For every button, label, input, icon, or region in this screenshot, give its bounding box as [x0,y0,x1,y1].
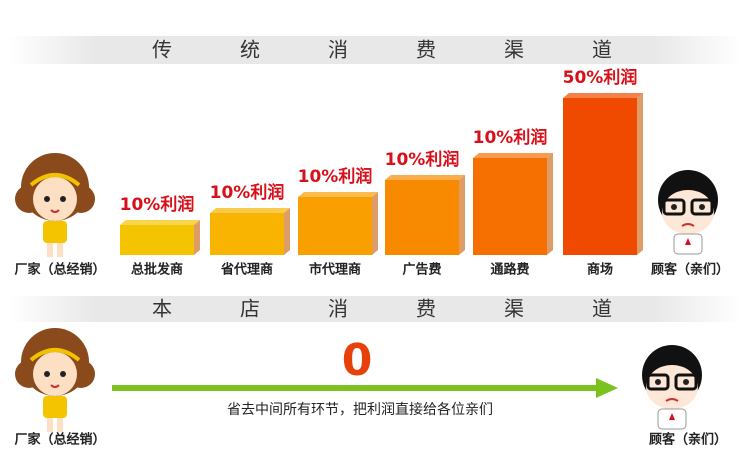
bar-side [372,192,378,255]
consumer-icon [640,343,704,431]
channel-label: 市代理商 [309,262,361,278]
bar-side [547,153,553,255]
producer-label: 厂家（总经销） [14,432,105,448]
channel-label: 广告费 [402,262,441,278]
bar-top [120,220,200,225]
bar-top [210,208,290,213]
note: 省去中间所有环节，把利润直接给各位亲们 [227,401,493,418]
bar [298,197,372,255]
bar-side [637,93,643,255]
bar-top [298,192,378,197]
bar [385,180,459,255]
profit-label: 50%利润 [563,67,638,88]
channel-label: 商场 [587,262,613,278]
bar-top [473,153,553,158]
profit-label: 10%利润 [385,149,460,170]
producer-label: 厂家（总经销） [14,262,105,278]
profit-label: 10%利润 [120,194,195,215]
top-title: 传统消费渠道 [152,38,680,62]
producer-icon [13,151,97,259]
consumer-icon [656,168,720,256]
bar [563,98,637,255]
markup-value: 0 [342,335,373,386]
bar [120,225,194,255]
consumer-label: 顾客（亲们） [649,432,727,448]
bottom-banner [8,296,742,322]
producer-icon [13,326,97,434]
bar-top [563,93,643,98]
bar-side [194,220,200,255]
profit-label: 10%利润 [473,127,548,148]
bar-top [385,175,465,180]
profit-label: 10%利润 [210,182,285,203]
bar [473,158,547,255]
top-banner [8,36,742,64]
consumer-label: 顾客（亲们） [651,262,729,278]
arrow-head [596,378,618,398]
profit-label: 10%利润 [298,166,373,187]
channel-label: 通路费 [490,262,529,278]
bar-side [459,175,465,255]
channel-label: 省代理商 [220,262,273,278]
bottom-title: 本店消费渠道 [152,297,680,321]
channel-label: 总批发商 [131,262,183,278]
bar-side [284,208,290,255]
bar [210,213,284,255]
